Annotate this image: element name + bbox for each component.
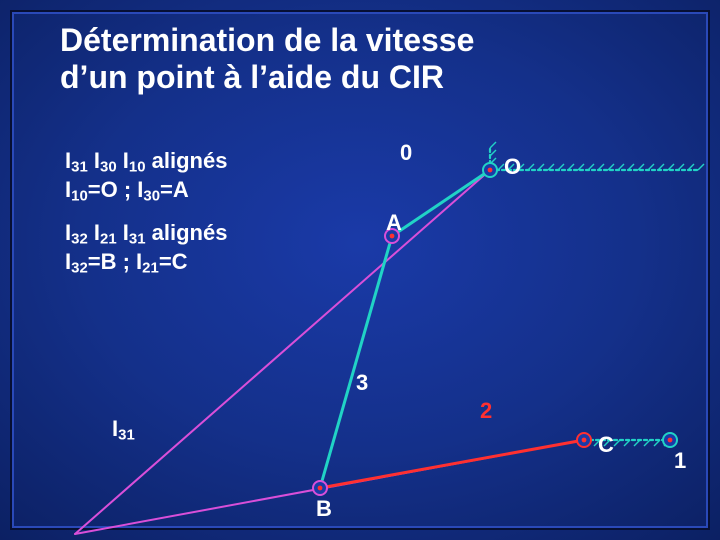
alignment-text-2: I32 I21 I31 alignés I32=B ; I21=C bbox=[65, 220, 227, 277]
svg-text:B: B bbox=[316, 496, 332, 521]
svg-text:1: 1 bbox=[674, 448, 686, 473]
alignment-1-line1: I31 I30 I10 alignés bbox=[65, 148, 227, 177]
alignment-2-line1: I32 I21 I31 alignés bbox=[65, 220, 227, 249]
alignment-1-line2: I10=O ; I30=A bbox=[65, 177, 227, 206]
title-line2: d’un point à l’aide du CIR bbox=[60, 59, 660, 96]
i31-label: I31 bbox=[112, 416, 135, 444]
svg-text:3: 3 bbox=[356, 370, 368, 395]
alignment-text-1: I31 I30 I10 alignés I10=O ; I30=A bbox=[65, 148, 227, 205]
title-line1: Détermination de la vitesse bbox=[60, 22, 660, 59]
svg-text:O: O bbox=[504, 154, 521, 179]
svg-text:2: 2 bbox=[480, 398, 492, 423]
alignment-2-line2: I32=B ; I21=C bbox=[65, 249, 227, 278]
slide-title: Détermination de la vitesse d’un point à… bbox=[60, 22, 660, 96]
svg-text:0: 0 bbox=[400, 140, 412, 165]
svg-text:A: A bbox=[386, 210, 402, 235]
svg-text:C: C bbox=[598, 432, 614, 457]
slide-root: Détermination de la vitesse d’un point à… bbox=[0, 0, 720, 540]
